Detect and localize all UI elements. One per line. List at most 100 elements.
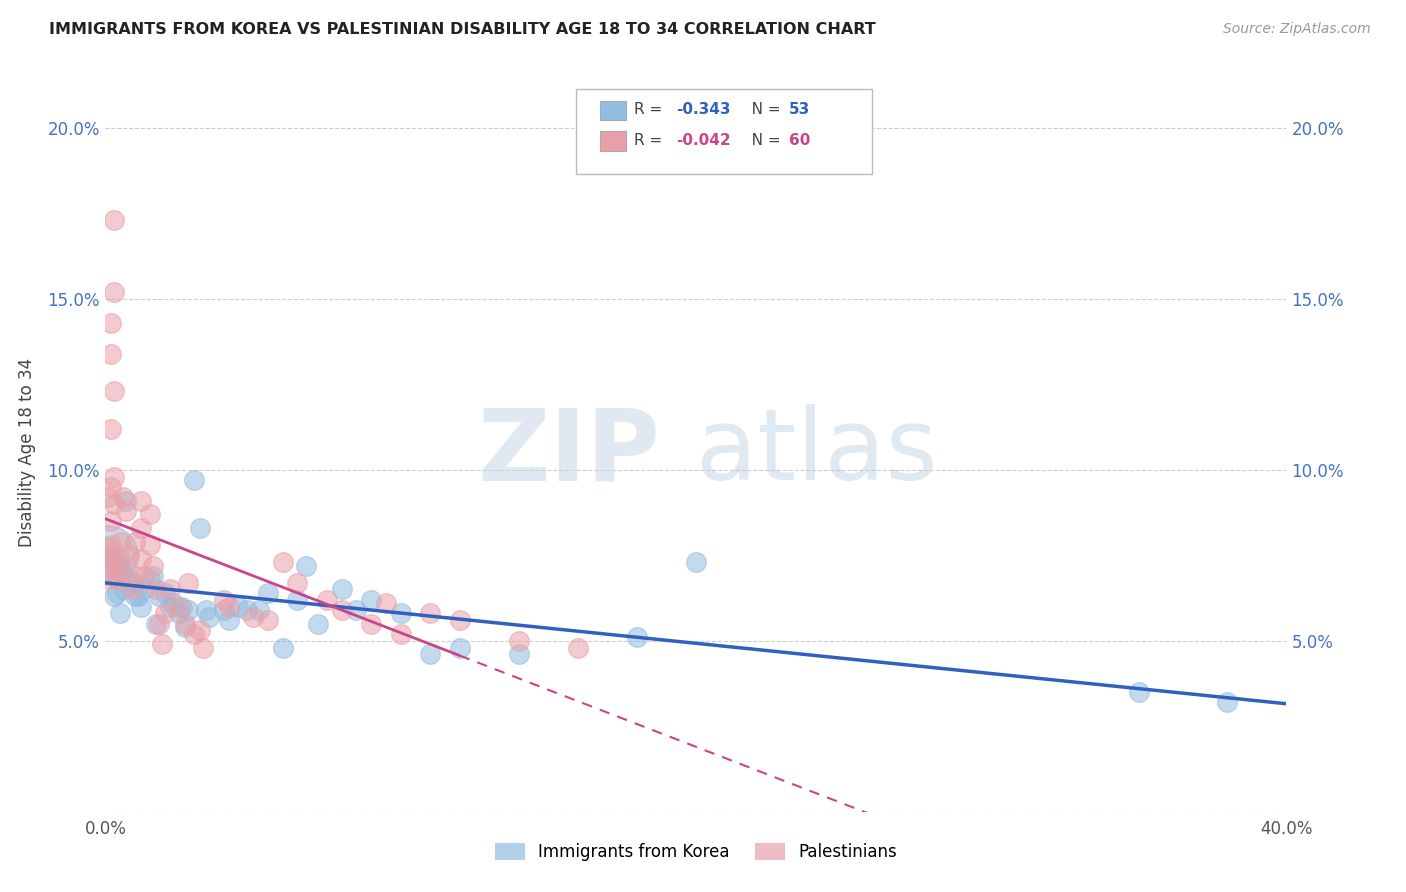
Point — [103, 569, 125, 583]
Point — [346, 603, 368, 617]
Point — [132, 582, 155, 597]
Text: ZIP: ZIP — [478, 404, 661, 501]
Point — [142, 569, 165, 583]
Point — [236, 603, 259, 617]
Point — [129, 551, 152, 566]
Point — [159, 599, 181, 614]
Point — [287, 592, 309, 607]
Point — [100, 346, 122, 360]
Point — [172, 599, 194, 614]
Point — [124, 569, 146, 583]
Text: R =: R = — [634, 133, 668, 147]
Point — [1128, 685, 1150, 699]
Point — [218, 599, 240, 614]
Point — [295, 558, 318, 573]
Point — [97, 572, 120, 586]
Point — [100, 316, 122, 330]
Text: 53: 53 — [789, 103, 810, 117]
Point — [97, 548, 120, 563]
Point — [105, 572, 128, 586]
Point — [112, 490, 135, 504]
Point — [129, 521, 152, 535]
Point — [508, 633, 530, 648]
Point — [153, 607, 176, 621]
Point — [138, 538, 162, 552]
Point — [110, 566, 132, 580]
Point — [105, 586, 128, 600]
Text: N =: N = — [737, 103, 785, 117]
Point — [112, 582, 135, 597]
Text: 60: 60 — [789, 133, 810, 147]
Point — [330, 603, 353, 617]
Point — [145, 582, 167, 597]
Point — [685, 555, 707, 569]
Point — [115, 504, 138, 518]
Point — [162, 596, 184, 610]
Point — [169, 599, 191, 614]
Point — [138, 572, 162, 586]
Point — [449, 613, 471, 627]
Point — [194, 603, 217, 617]
Text: IMMIGRANTS FROM KOREA VS PALESTINIAN DISABILITY AGE 18 TO 34 CORRELATION CHART: IMMIGRANTS FROM KOREA VS PALESTINIAN DIS… — [49, 22, 876, 37]
Point — [315, 592, 337, 607]
Point — [174, 620, 197, 634]
Point — [177, 575, 200, 590]
Point — [129, 493, 152, 508]
Point — [118, 572, 141, 586]
Point — [228, 599, 250, 614]
Point — [188, 521, 211, 535]
Point — [97, 490, 120, 504]
Point — [103, 384, 125, 398]
Point — [242, 610, 264, 624]
Point — [159, 582, 181, 597]
Point — [177, 603, 200, 617]
Point — [307, 616, 329, 631]
Point — [110, 558, 132, 573]
Point — [129, 599, 152, 614]
Point — [271, 640, 294, 655]
Point — [174, 616, 197, 631]
Point — [183, 627, 205, 641]
Text: R =: R = — [634, 103, 668, 117]
Point — [626, 630, 648, 644]
Point — [247, 603, 270, 617]
Point — [257, 586, 280, 600]
Text: atlas: atlas — [696, 404, 938, 501]
Point — [360, 616, 382, 631]
Point — [100, 558, 122, 573]
Point — [100, 480, 122, 494]
Point — [389, 607, 412, 621]
Legend: Immigrants from Korea, Palestinians: Immigrants from Korea, Palestinians — [488, 837, 904, 868]
Point — [100, 551, 122, 566]
Point — [191, 640, 214, 655]
Point — [103, 285, 125, 299]
Point — [508, 648, 530, 662]
Point — [103, 497, 125, 511]
Point — [360, 592, 382, 607]
Text: -0.343: -0.343 — [676, 103, 731, 117]
Point — [567, 640, 589, 655]
Point — [112, 566, 135, 580]
Point — [124, 534, 146, 549]
Point — [100, 422, 122, 436]
Point — [110, 551, 132, 566]
Point — [110, 607, 132, 621]
Point — [103, 548, 125, 563]
Point — [330, 582, 353, 597]
Point — [153, 586, 176, 600]
Point — [103, 469, 125, 483]
Point — [97, 541, 120, 556]
Point — [145, 616, 167, 631]
Point — [127, 590, 149, 604]
Point — [419, 648, 441, 662]
Text: Source: ZipAtlas.com: Source: ZipAtlas.com — [1223, 22, 1371, 37]
Point — [97, 548, 120, 563]
Point — [150, 637, 173, 651]
Point — [103, 213, 125, 227]
Point — [374, 596, 398, 610]
Text: -0.042: -0.042 — [676, 133, 731, 147]
Point — [212, 592, 235, 607]
Point — [142, 558, 165, 573]
Point — [212, 603, 235, 617]
Point — [132, 569, 155, 583]
